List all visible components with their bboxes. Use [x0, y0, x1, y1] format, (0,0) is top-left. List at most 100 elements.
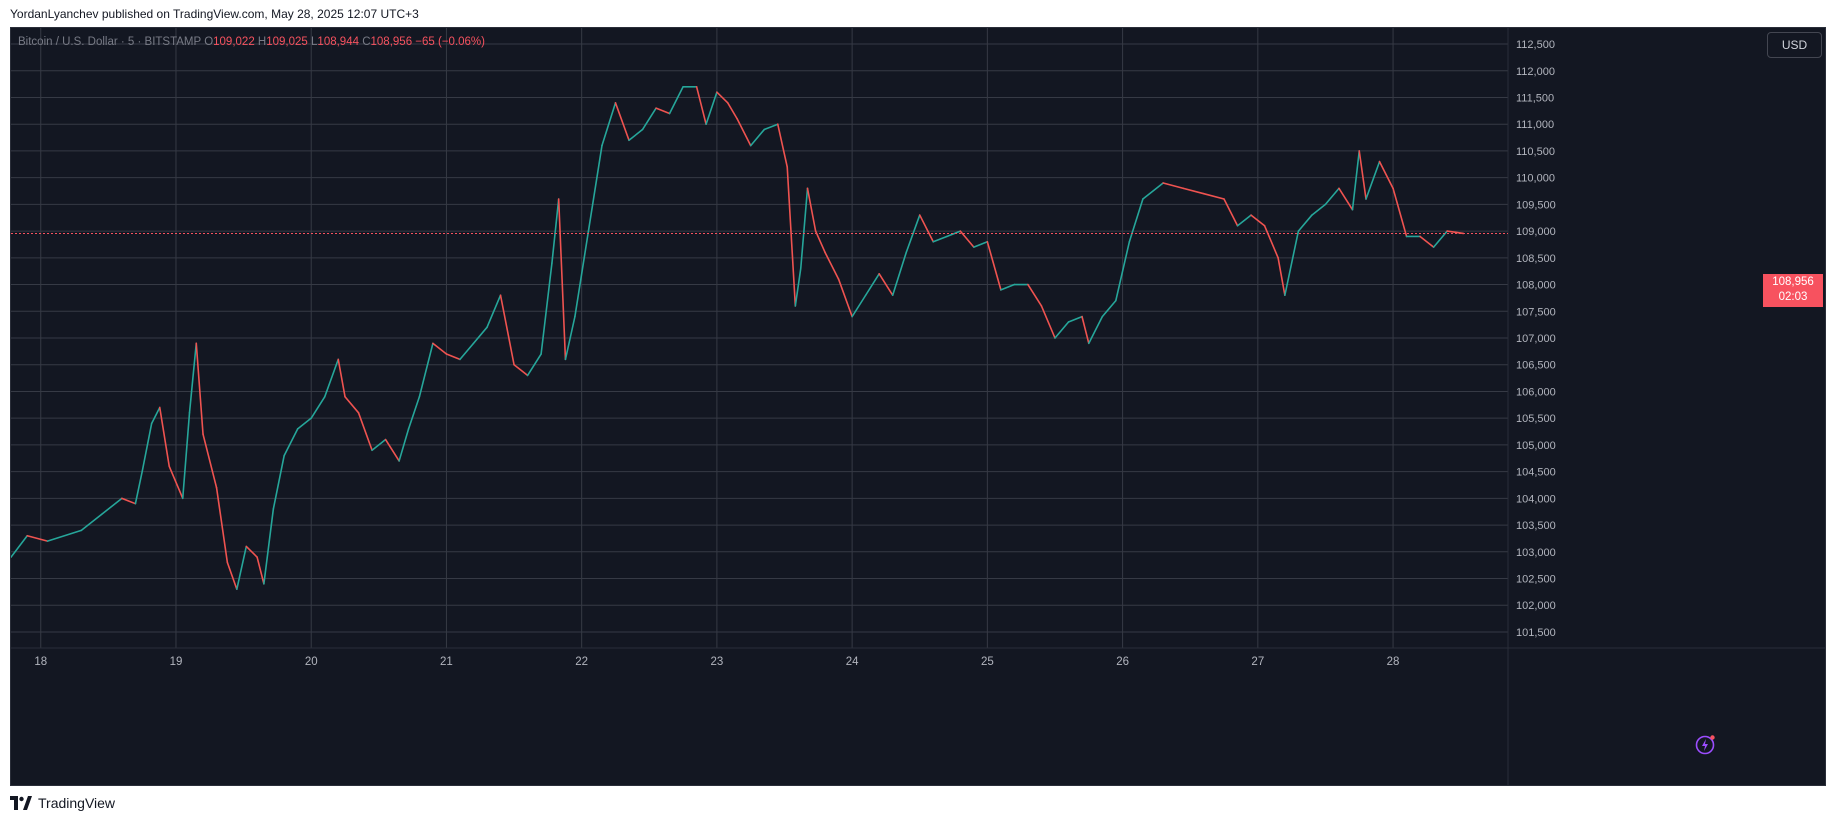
price-segment [799, 187, 809, 270]
price-segment [472, 326, 488, 345]
price-segment [1162, 182, 1185, 190]
y-tick-label: 105,500 [1516, 413, 1556, 425]
price-segment [195, 342, 204, 436]
price-segment [749, 128, 766, 147]
footer-brand[interactable]: TradingView [10, 795, 115, 811]
price-segment [226, 561, 238, 591]
y-tick-label: 110,500 [1516, 146, 1555, 158]
price-segment [236, 545, 248, 591]
price-segment [705, 91, 718, 126]
price-segment [100, 497, 123, 516]
low-label: L [311, 36, 318, 48]
price-segment [357, 412, 373, 452]
y-tick-label: 108,500 [1516, 253, 1556, 265]
price-segment [806, 187, 817, 232]
x-tick-label: 27 [1251, 656, 1264, 668]
price-segment [46, 529, 83, 542]
price-segment [1000, 283, 1016, 291]
price-segment [432, 342, 448, 355]
price-segment [134, 470, 143, 505]
price-segment [794, 267, 802, 307]
price-segment [564, 315, 576, 361]
x-tick-label: 20 [305, 656, 318, 668]
price-segment [1297, 214, 1313, 232]
x-tick-label: 23 [711, 656, 724, 668]
price-segment [655, 107, 671, 115]
price-segment [407, 395, 421, 430]
currency-button[interactable]: USD [1767, 32, 1822, 58]
price-segment [1277, 257, 1286, 297]
y-tick-label: 102,000 [1516, 600, 1556, 612]
price-segment [1202, 192, 1225, 200]
x-tick-label: 25 [981, 656, 994, 668]
high-label: H [257, 36, 267, 48]
price-segment [1392, 187, 1408, 238]
symbol-legend[interactable]: Bitcoin / U.S. Dollar · 5 · BITSTAMP O10… [18, 36, 485, 48]
y-tick-label: 106,500 [1516, 360, 1556, 372]
price-segment [323, 358, 340, 398]
y-tick-label: 105,000 [1516, 440, 1556, 452]
price-segment [245, 545, 258, 558]
price-segment [158, 406, 171, 468]
price-segment [1142, 182, 1164, 200]
brand-name: TradingView [38, 795, 116, 811]
close-label: C [362, 36, 371, 48]
x-tick-label: 21 [440, 656, 453, 668]
price-segment [344, 395, 360, 414]
price-segment [726, 102, 738, 120]
price-segment [1378, 160, 1394, 190]
price-segment [1040, 305, 1056, 339]
spark-icon[interactable] [1693, 733, 1717, 757]
price-segment [1115, 240, 1131, 302]
price-segment [668, 85, 684, 115]
price-segment [864, 273, 880, 297]
price-segment [1101, 299, 1117, 318]
price-segment [499, 294, 515, 366]
price-segment [1351, 150, 1361, 211]
x-tick-label: 22 [575, 656, 588, 668]
tradingview-logo-icon [10, 796, 32, 810]
price-segment [959, 230, 975, 248]
price-segment [1324, 187, 1340, 206]
x-tick-label: 18 [34, 656, 47, 668]
price-segment [551, 198, 560, 264]
price-segment [272, 454, 285, 510]
price-segment [736, 118, 752, 147]
price-segment [445, 353, 461, 361]
price-segment [1311, 203, 1327, 216]
bar-countdown: 02:03 [1778, 291, 1808, 303]
chart-panel[interactable]: 101,500 102,000 102,500 103,000 103,500 104,0… [10, 27, 1826, 786]
price-segment [695, 85, 707, 126]
price-segment [628, 128, 644, 142]
price-segment [459, 342, 475, 361]
price-segment [121, 497, 137, 505]
close-value: 108,956 [370, 36, 413, 48]
price-segment [310, 395, 326, 419]
price-segment [878, 273, 894, 297]
low-value: 108,944 [317, 36, 359, 48]
price-segment [1027, 283, 1043, 307]
price-segment [574, 230, 590, 318]
price-segment [918, 214, 935, 243]
price-segment [837, 278, 853, 318]
y-tick-label: 107,000 [1516, 333, 1556, 345]
price-chart[interactable]: 101,500 102,000 102,500 103,000 103,500 104,0… [11, 28, 1825, 785]
x-tick-label: 24 [846, 656, 859, 668]
price-segment [486, 294, 502, 329]
price-segment [11, 534, 29, 558]
price-segment [150, 406, 161, 425]
price-segment [283, 428, 299, 457]
x-tick-label: 19 [170, 656, 183, 668]
y-tick-label: 104,000 [1516, 493, 1556, 505]
price-segment [188, 342, 198, 414]
price-segment [1236, 214, 1252, 227]
price-segment [557, 198, 567, 361]
price-segment [1250, 214, 1266, 227]
y-tick-label: 103,000 [1516, 547, 1556, 559]
price-segment [932, 235, 948, 243]
price-segment [296, 417, 313, 430]
high-value: 109,025 [266, 36, 308, 48]
price-segment [601, 102, 617, 147]
price-segment [973, 240, 989, 248]
y-tick-label: 112,500 [1516, 39, 1555, 51]
